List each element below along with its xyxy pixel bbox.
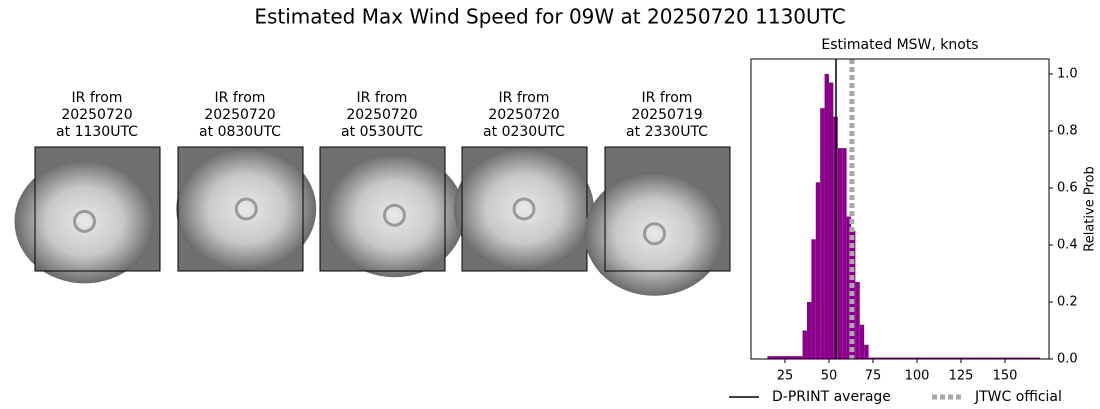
panel-caption: 20250720 bbox=[488, 107, 559, 123]
bar bbox=[815, 182, 821, 359]
x-tick-label: 25 bbox=[777, 369, 794, 384]
bar bbox=[802, 330, 807, 359]
bar bbox=[868, 357, 1041, 359]
figure-title: Estimated Max Wind Speed for 09W at 2025… bbox=[254, 5, 845, 29]
bar bbox=[837, 148, 843, 359]
storm-cloud bbox=[14, 159, 155, 284]
panel-caption: at 1130UTC bbox=[56, 124, 138, 140]
satellite-image-frame bbox=[461, 146, 588, 272]
panel-caption: at 0530UTC bbox=[341, 124, 423, 140]
y-axis-label: Relative Prob bbox=[1083, 166, 1098, 251]
panel-caption: 20250720 bbox=[204, 107, 275, 123]
chart-title: Estimated MSW, knots bbox=[821, 37, 978, 53]
bar bbox=[771, 356, 803, 359]
panel-caption: IR from bbox=[215, 90, 266, 106]
bar bbox=[859, 324, 865, 359]
x-tick-label: 125 bbox=[949, 369, 974, 384]
storm-eye bbox=[234, 197, 258, 221]
storm-cloud bbox=[176, 147, 317, 271]
x-tick-label: 150 bbox=[993, 369, 1018, 384]
satellite-image-frame bbox=[34, 146, 161, 272]
x-tick-label: 75 bbox=[865, 369, 882, 384]
legend-label: JTWC official bbox=[974, 389, 1062, 405]
storm-eye bbox=[383, 203, 406, 227]
panel-caption: 20250720 bbox=[61, 107, 132, 123]
satellite-image-frame bbox=[604, 146, 731, 272]
bar bbox=[855, 282, 860, 359]
y-tick-label: 0.4 bbox=[1057, 237, 1078, 252]
y-tick-label: 0.6 bbox=[1057, 180, 1078, 195]
y-tick-label: 1.0 bbox=[1057, 66, 1078, 81]
panel-caption: at 2330UTC bbox=[626, 124, 708, 140]
bar bbox=[864, 344, 869, 359]
satellite-image-frame bbox=[177, 146, 304, 272]
legend-label: D-PRINT average bbox=[772, 389, 891, 405]
storm-eye bbox=[643, 222, 666, 246]
plot-frame bbox=[750, 58, 1050, 360]
bar bbox=[828, 82, 834, 359]
bar bbox=[820, 108, 825, 359]
bar bbox=[806, 301, 812, 359]
bar bbox=[811, 239, 816, 359]
panel-caption: IR from bbox=[72, 90, 123, 106]
storm-cloud bbox=[454, 147, 594, 271]
y-tick-label: 0.8 bbox=[1057, 123, 1078, 138]
storm-cloud bbox=[584, 171, 725, 296]
satellite-image-frame bbox=[319, 146, 446, 272]
y-tick-label: 0.2 bbox=[1057, 294, 1078, 309]
panel-caption: at 0230UTC bbox=[483, 124, 565, 140]
panel-caption: 20250720 bbox=[346, 107, 417, 123]
panel-caption: IR from bbox=[642, 90, 693, 106]
panel-caption: IR from bbox=[499, 90, 550, 106]
bar bbox=[846, 216, 851, 359]
bar bbox=[767, 356, 772, 359]
panel-caption: 20250719 bbox=[631, 107, 702, 123]
storm-eye bbox=[512, 197, 536, 221]
panel-caption: at 0830UTC bbox=[199, 124, 281, 140]
bar bbox=[824, 73, 829, 359]
storm-eye bbox=[73, 209, 96, 233]
x-tick-label: 100 bbox=[905, 369, 930, 384]
panel-caption: IR from bbox=[357, 90, 408, 106]
storm-cloud bbox=[324, 153, 465, 278]
x-tick-label: 50 bbox=[821, 369, 838, 384]
bar bbox=[842, 148, 847, 359]
y-tick-label: 0.0 bbox=[1057, 352, 1078, 367]
